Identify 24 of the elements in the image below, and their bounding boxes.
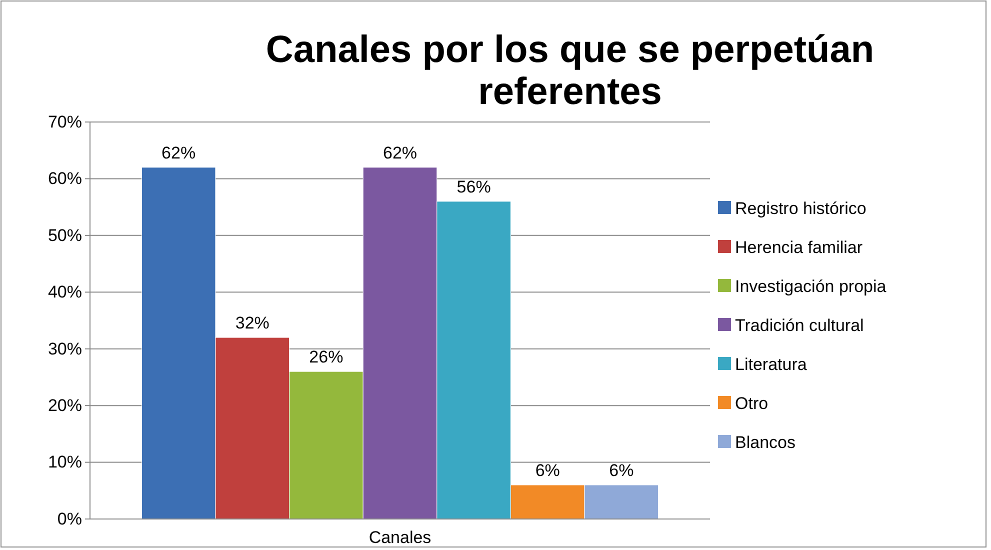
data-label: 62% (382, 143, 418, 162)
data-label: 56% (456, 177, 491, 196)
data-label: 26% (309, 348, 344, 367)
y-tick-label: 20% (48, 396, 82, 416)
data-label: 62% (162, 143, 196, 162)
data-label: 6% (535, 460, 560, 480)
legend-label: Investigación propia (735, 277, 887, 296)
legend-label: Tradición cultural (735, 316, 864, 335)
data-label: 6% (609, 460, 634, 480)
y-tick-label: 0% (57, 509, 82, 528)
data-label: 32% (235, 314, 270, 333)
legend-label: Herencia familiar (735, 238, 863, 257)
y-tick-label: 50% (48, 226, 82, 245)
y-tick-label: 10% (48, 452, 82, 472)
chart-title: Canales por los que se perpetúan referentes (266, 29, 874, 113)
legend-label: Registro histórico (735, 199, 866, 218)
y-tick-label: 60% (48, 169, 82, 188)
legend-label: Otro (735, 394, 768, 413)
y-tick-label: 70% (48, 112, 82, 132)
y-tick-label: 30% (48, 339, 82, 358)
legend-label: Literatura (735, 355, 808, 374)
legend-label: Blancos (735, 433, 796, 452)
x-tick-label: Canales (368, 528, 432, 547)
y-tick-label: 40% (48, 282, 82, 302)
